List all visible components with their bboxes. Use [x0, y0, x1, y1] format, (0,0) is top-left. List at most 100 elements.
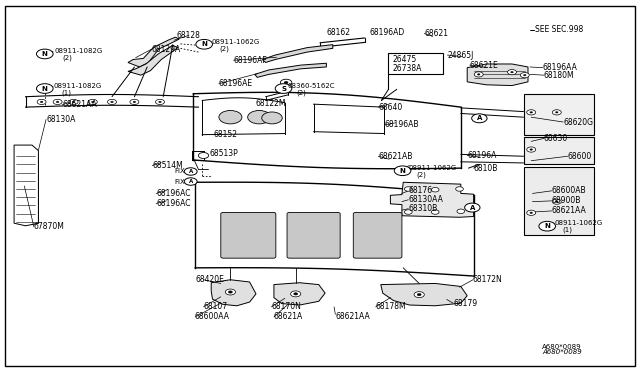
Text: 68621A: 68621A [274, 312, 303, 321]
Text: 68152: 68152 [213, 130, 237, 139]
Text: 68107: 68107 [204, 302, 228, 311]
Circle shape [524, 74, 526, 76]
Circle shape [472, 114, 487, 123]
Circle shape [477, 74, 480, 75]
Circle shape [159, 101, 161, 103]
Circle shape [414, 292, 424, 298]
Polygon shape [24, 149, 38, 225]
Circle shape [552, 110, 561, 115]
Circle shape [72, 101, 75, 103]
Text: 68180M: 68180M [544, 71, 575, 80]
Text: 26475: 26475 [392, 55, 417, 64]
FancyBboxPatch shape [524, 137, 594, 164]
Text: 68162: 68162 [326, 28, 351, 37]
Polygon shape [211, 280, 256, 306]
Circle shape [36, 84, 53, 93]
Polygon shape [14, 145, 38, 226]
Circle shape [40, 101, 43, 103]
Text: A680*0089: A680*0089 [542, 344, 582, 350]
Text: 68170N: 68170N [271, 302, 301, 311]
Circle shape [291, 291, 301, 297]
FancyBboxPatch shape [524, 167, 594, 235]
Text: FIX: FIX [175, 169, 186, 174]
Text: 68128: 68128 [177, 31, 201, 40]
Text: A: A [189, 169, 193, 174]
Polygon shape [128, 45, 178, 75]
Circle shape [37, 99, 46, 105]
Circle shape [111, 101, 113, 103]
Text: 08911-1062G: 08911-1062G [554, 220, 602, 226]
Circle shape [228, 291, 232, 293]
Circle shape [36, 49, 53, 59]
Text: 08911-1062G: 08911-1062G [408, 165, 456, 171]
Circle shape [457, 209, 465, 214]
Text: 68176: 68176 [408, 186, 433, 195]
Circle shape [530, 112, 532, 113]
Text: A: A [477, 115, 482, 121]
Text: (2): (2) [296, 89, 306, 96]
Text: 68514M: 68514M [152, 161, 183, 170]
Circle shape [511, 71, 513, 73]
Circle shape [465, 203, 480, 212]
FancyBboxPatch shape [221, 212, 276, 258]
FancyBboxPatch shape [287, 212, 340, 258]
Text: N: N [544, 223, 550, 229]
Circle shape [280, 79, 292, 86]
Text: 08360-5162C: 08360-5162C [288, 83, 335, 89]
Text: 68122M: 68122M [256, 99, 287, 108]
Text: 68513P: 68513P [209, 149, 238, 158]
Circle shape [556, 201, 558, 202]
Text: 68178M: 68178M [376, 302, 406, 311]
Text: (1): (1) [61, 89, 72, 96]
Circle shape [219, 110, 242, 124]
Circle shape [225, 289, 236, 295]
Circle shape [248, 110, 271, 124]
Text: 08911-1082G: 08911-1082G [54, 48, 102, 54]
Circle shape [130, 99, 139, 105]
Text: 67870M: 67870M [34, 222, 65, 231]
Text: N: N [399, 168, 406, 174]
Circle shape [417, 294, 421, 296]
Circle shape [108, 99, 116, 105]
Text: 68196AE: 68196AE [219, 79, 253, 88]
Text: S: S [281, 86, 286, 92]
Circle shape [527, 210, 536, 215]
Text: 68196AB: 68196AB [385, 121, 419, 129]
Circle shape [133, 101, 136, 103]
Circle shape [69, 99, 78, 105]
Text: 68600AA: 68600AA [195, 312, 230, 321]
Circle shape [156, 99, 164, 105]
Polygon shape [467, 64, 528, 86]
Text: 68621AA: 68621AA [335, 312, 370, 321]
Text: N: N [42, 86, 48, 92]
Circle shape [184, 168, 197, 175]
Circle shape [527, 110, 536, 115]
Text: 68600AB: 68600AB [552, 186, 586, 195]
Text: A: A [189, 179, 193, 184]
Circle shape [404, 187, 412, 191]
Text: 68600: 68600 [568, 152, 592, 161]
Text: 68621E: 68621E [470, 61, 499, 70]
Text: 68620G: 68620G [563, 118, 593, 126]
FancyBboxPatch shape [524, 94, 594, 135]
Text: 68640: 68640 [378, 103, 403, 112]
Circle shape [184, 178, 197, 185]
Text: 68130AA: 68130AA [408, 195, 443, 204]
Text: 68196A: 68196A [467, 151, 497, 160]
Text: 08911-1062G: 08911-1062G [211, 39, 259, 45]
Text: 26738A: 26738A [392, 64, 422, 73]
Circle shape [527, 147, 536, 152]
Polygon shape [381, 283, 467, 306]
Circle shape [53, 99, 62, 105]
Text: A: A [470, 205, 475, 211]
Text: (2): (2) [220, 45, 229, 52]
Text: 68310B: 68310B [408, 204, 438, 213]
Text: N: N [201, 41, 207, 47]
Text: 68196AD: 68196AD [370, 28, 405, 37]
Text: 68129A: 68129A [152, 45, 181, 54]
Circle shape [275, 84, 292, 93]
Text: 68130A: 68130A [46, 115, 76, 124]
Text: 68196AC: 68196AC [156, 189, 191, 198]
Text: (2): (2) [63, 54, 72, 61]
Text: 68196AF: 68196AF [234, 56, 268, 65]
